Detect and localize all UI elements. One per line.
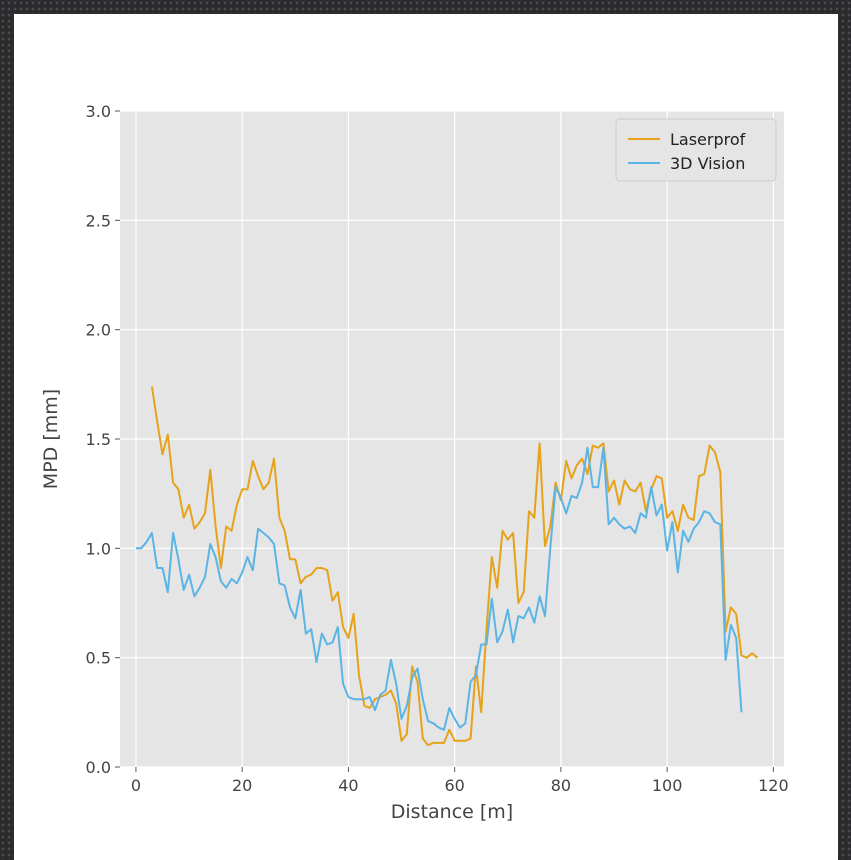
x-tick-label: 0 [131, 776, 141, 795]
y-axis: 0.0 0.5 1.0 1.5 2.0 2.5 3.0 [86, 102, 120, 777]
x-tick-label: 100 [652, 776, 683, 795]
series-line-laserprof [150, 386, 759, 747]
x-tick-label: 40 [338, 776, 358, 795]
grid-lines [120, 110, 784, 768]
y-tick-label: 0.5 [86, 649, 111, 668]
x-tick-label: 120 [758, 776, 789, 795]
y-tick-label: 1.5 [86, 430, 111, 449]
y-tick-label: 0.0 [86, 758, 111, 777]
series-layer [135, 386, 759, 747]
legend: Laserprof 3D Vision [615, 118, 777, 182]
y-tick-label: 3.0 [86, 102, 111, 121]
y-tick-label: 2.0 [86, 321, 111, 340]
y-tick-label: 2.5 [86, 211, 111, 230]
chart-frame: 0 20 40 60 80 100 120 0.0 0.5 1.0 1.5 2.0 2.5 3.0 Di… [14, 14, 838, 860]
legend-label: Laserprof [670, 130, 746, 149]
series-line-3d-vision [135, 446, 743, 731]
x-tick-label: 60 [444, 776, 464, 795]
x-tick-label: 80 [551, 776, 571, 795]
x-axis-label: Distance [m] [391, 801, 513, 823]
x-axis: 0 20 40 60 80 100 120 [131, 767, 789, 795]
line-chart: 0 20 40 60 80 100 120 0.0 0.5 1.0 1.5 2.0 2.5 3.0 Di… [40, 102, 789, 823]
x-tick-label: 20 [232, 776, 252, 795]
y-tick-label: 1.0 [86, 539, 111, 558]
legend-label: 3D Vision [670, 154, 745, 173]
legend-box [615, 118, 777, 182]
y-axis-label: MPD [mm] [40, 389, 62, 489]
